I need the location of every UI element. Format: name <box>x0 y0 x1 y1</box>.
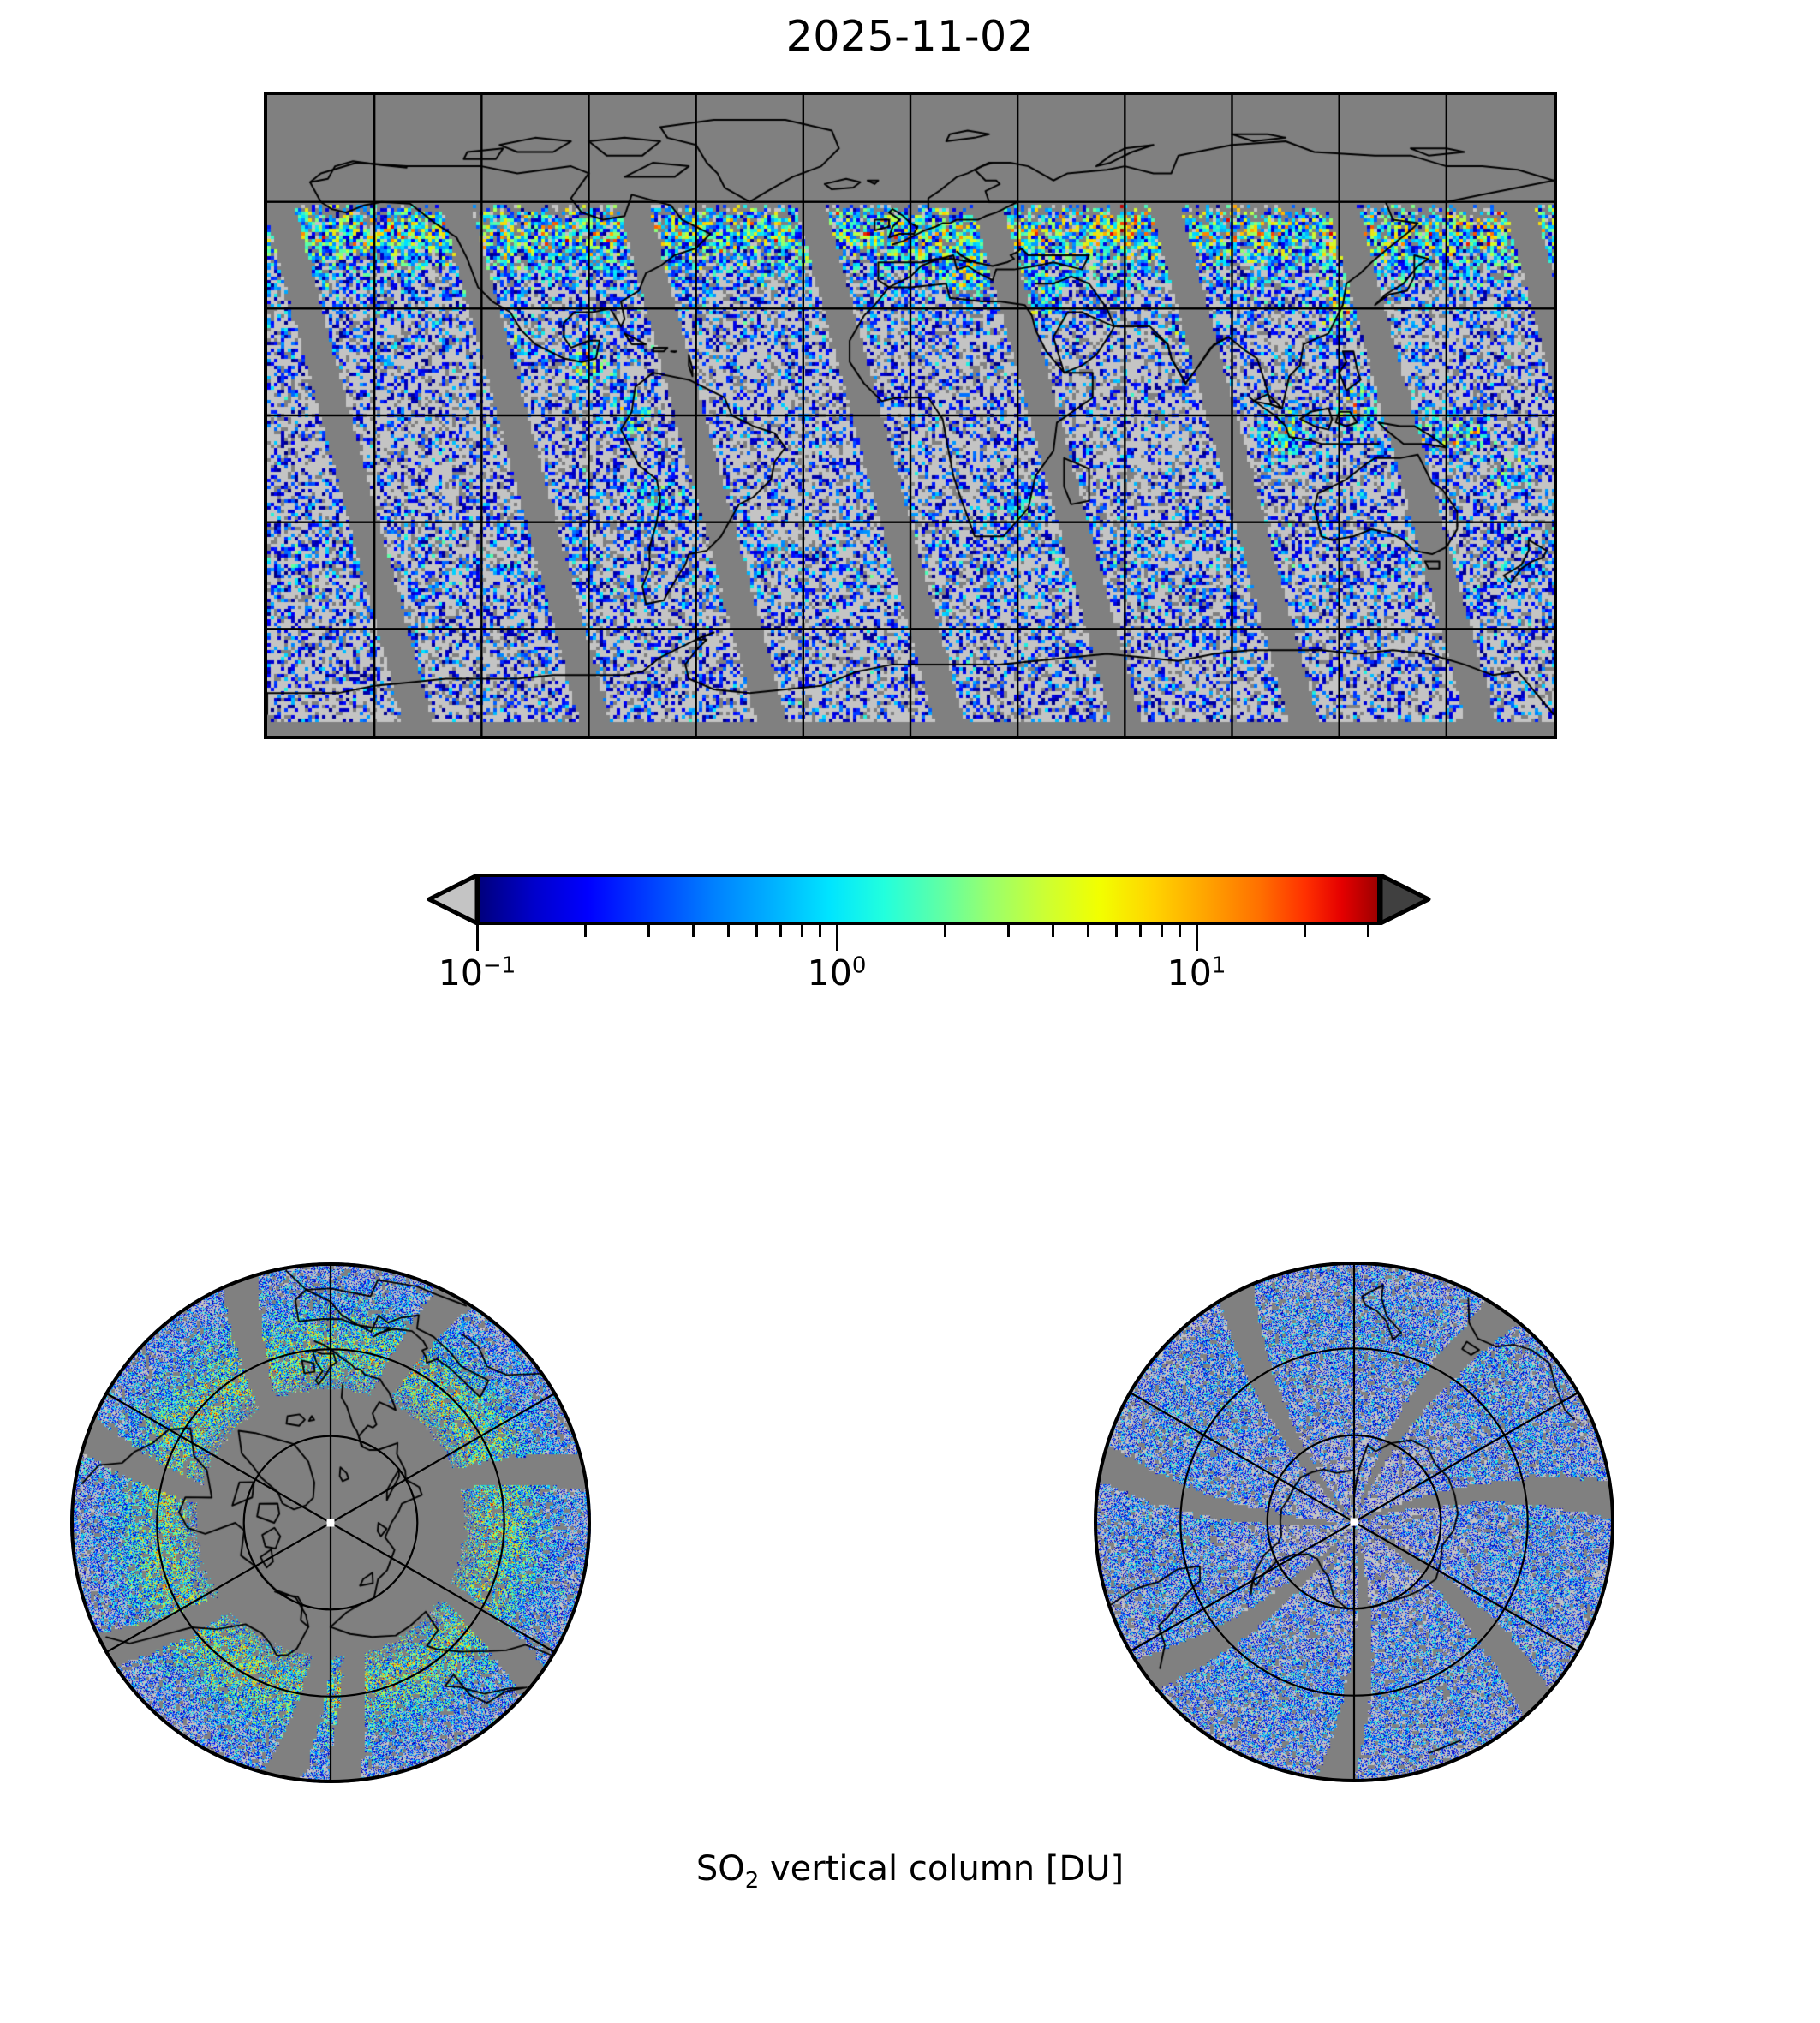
global-map-panel[interactable] <box>264 92 1557 739</box>
colorbar-minor-tick <box>1087 925 1090 937</box>
colorbar-minor-tick <box>1160 925 1163 937</box>
colorbar-ticks <box>475 925 1385 954</box>
colorbar-minor-tick <box>1366 925 1369 937</box>
colorbar-minor-tick <box>779 925 783 937</box>
colorbar-minor-tick <box>943 925 946 937</box>
south-polar-panel[interactable] <box>1094 1262 1614 1782</box>
colorbar-axis-label: SO2 vertical column [DU] <box>695 1849 1125 1894</box>
colorbar-minor-tick <box>727 925 731 937</box>
colorbar-tick-label-2: 101 <box>1167 952 1226 994</box>
colorbar-major-tick <box>1195 925 1198 951</box>
colorbar-gradient <box>477 874 1381 925</box>
north-polar-panel[interactable] <box>70 1262 591 1783</box>
colorbar-minor-tick <box>1139 925 1143 937</box>
north-pole-marker <box>326 1519 335 1527</box>
colorbar-tick-labels: 10−1 100 101 <box>0 952 1820 1002</box>
colorbar-major-tick <box>475 925 479 951</box>
colorbar-minor-tick <box>819 925 822 937</box>
colorbar-minor-tick <box>1179 925 1182 937</box>
global-map-data-layer <box>267 95 1554 736</box>
colorbar-minor-tick <box>755 925 759 937</box>
colorbar-minor-tick <box>1115 925 1119 937</box>
colorbar-tick-label-1: 100 <box>807 952 867 994</box>
colorbar-over-arrow <box>1379 874 1431 925</box>
colorbar-tick-label-0: 10−1 <box>438 952 516 994</box>
colorbar-minor-tick <box>800 925 803 937</box>
colorbar-minor-tick <box>1303 925 1306 937</box>
colorbar-under-arrow <box>427 874 479 925</box>
colorbar-minor-tick <box>1052 925 1055 937</box>
colorbar-group: 10−1 100 101 SO2 vertical column [DU] <box>0 867 1820 1892</box>
colorbar-major-tick <box>835 925 838 951</box>
page-title: 2025-11-02 <box>785 12 1035 61</box>
colorbar-minor-tick <box>1006 925 1010 937</box>
colorbar-minor-tick <box>692 925 695 937</box>
colorbar-minor-tick <box>583 925 587 937</box>
south-pole-marker <box>1350 1518 1358 1526</box>
colorbar-minor-tick <box>647 925 650 937</box>
colorbar[interactable] <box>426 874 1432 925</box>
